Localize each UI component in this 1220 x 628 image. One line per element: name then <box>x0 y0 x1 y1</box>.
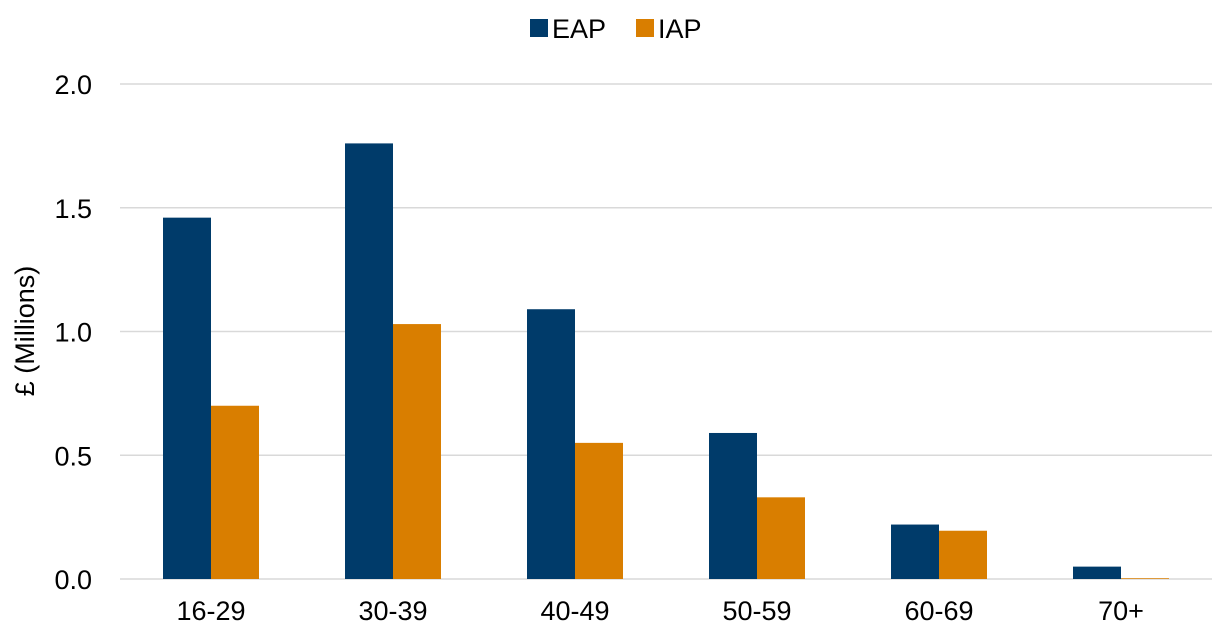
bar-iap-40-49 <box>575 442 623 579</box>
x-tick-label: 50-59 <box>722 596 791 626</box>
bar-iap-50-59 <box>757 497 805 579</box>
legend-label-eap: EAP <box>552 14 606 44</box>
legend-swatch-iap <box>636 19 654 37</box>
bar-iap-60-69 <box>939 530 987 579</box>
bar-eap-30-39 <box>345 143 393 579</box>
legend-label-iap: IAP <box>658 14 702 44</box>
x-tick-label: 60-69 <box>904 596 973 626</box>
x-axis-ticks: 16-29 30-39 40-49 50-59 60-69 70+ <box>176 596 1143 626</box>
bar-eap-70 <box>1073 566 1121 579</box>
bar-eap-40-49 <box>527 309 575 579</box>
x-tick-label: 30-39 <box>358 596 427 626</box>
y-axis-title: £ (Millions) <box>10 266 40 397</box>
y-tick-label: 0.5 <box>54 441 92 471</box>
y-axis-ticks: 0.0 0.5 1.0 1.5 2.0 <box>54 70 92 595</box>
bar-eap-60-69 <box>891 524 939 579</box>
chart-legend: EAP IAP <box>530 14 702 44</box>
bar-eap-50-59 <box>709 432 757 579</box>
y-tick-label: 1.5 <box>54 194 92 224</box>
x-tick-label: 16-29 <box>176 596 245 626</box>
legend-swatch-eap <box>530 19 548 37</box>
x-tick-label: 40-49 <box>540 596 609 626</box>
bar-iap-16-29 <box>211 405 259 579</box>
bar-iap-70 <box>1121 578 1169 579</box>
x-tick-label: 70+ <box>1098 596 1144 626</box>
y-tick-label: 1.0 <box>54 318 92 348</box>
gridlines <box>120 83 1212 580</box>
y-tick-label: 0.0 <box>54 565 92 595</box>
bar-iap-30-39 <box>393 324 441 579</box>
bar-eap-16-29 <box>163 217 211 579</box>
y-tick-label: 2.0 <box>54 70 92 100</box>
bars <box>163 143 1169 579</box>
